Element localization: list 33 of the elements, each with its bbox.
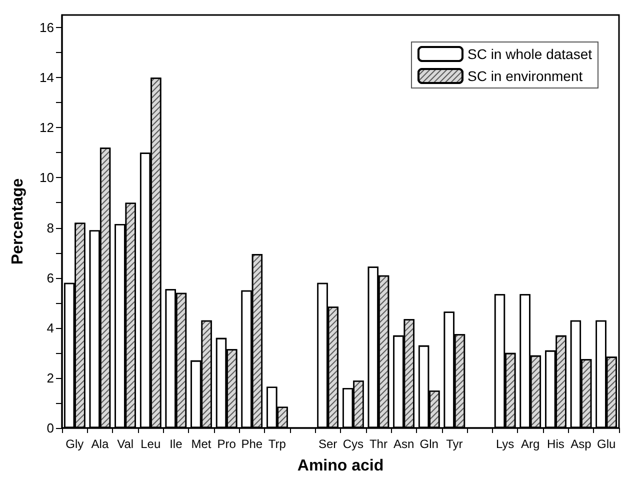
x-tick-label: Asp	[570, 437, 592, 451]
x-tick-label: Val	[117, 437, 134, 451]
x-tick-label: Ser	[318, 437, 338, 451]
legend-label: SC in whole dataset	[467, 46, 592, 62]
x-tick-label: Leu	[140, 437, 161, 451]
y-tick-label: 8	[46, 220, 54, 236]
x-tick-label: Tyr	[446, 437, 463, 451]
x-tick-label: Trp	[268, 437, 286, 451]
y-axis-title: Percentage	[10, 178, 26, 265]
x-tick-label: Gly	[66, 437, 84, 451]
x-tick-label: Gln	[420, 437, 438, 451]
x-axis-title: Amino acid	[297, 458, 384, 474]
y-tick-label: 4	[46, 320, 54, 336]
y-tick-label: 14	[40, 70, 54, 86]
y-tick-label: 2	[46, 370, 54, 386]
y-tick-label: 16	[40, 20, 54, 36]
x-tick-label: Met	[191, 437, 212, 451]
x-tick-label: Ile	[170, 437, 183, 451]
x-tick-label: Pro	[217, 437, 236, 451]
x-tick-label: Ala	[91, 437, 109, 451]
x-tick-label: Glu	[596, 437, 616, 451]
x-tick-label: Asn	[393, 437, 414, 451]
y-tick-label: 10	[40, 170, 54, 186]
x-tick-label: Cys	[342, 437, 364, 451]
x-tick-label: Lys	[496, 437, 514, 451]
y-tick-label: 0	[46, 420, 54, 436]
y-tick-label: 12	[40, 120, 54, 136]
x-tick-label: His	[547, 437, 564, 451]
legend-label: SC in environment	[467, 68, 583, 84]
x-tick-label: Phe	[241, 437, 263, 451]
x-tick-label: Arg	[521, 437, 540, 451]
x-tick-label: Thr	[369, 437, 388, 451]
y-tick-label: 6	[46, 270, 54, 286]
